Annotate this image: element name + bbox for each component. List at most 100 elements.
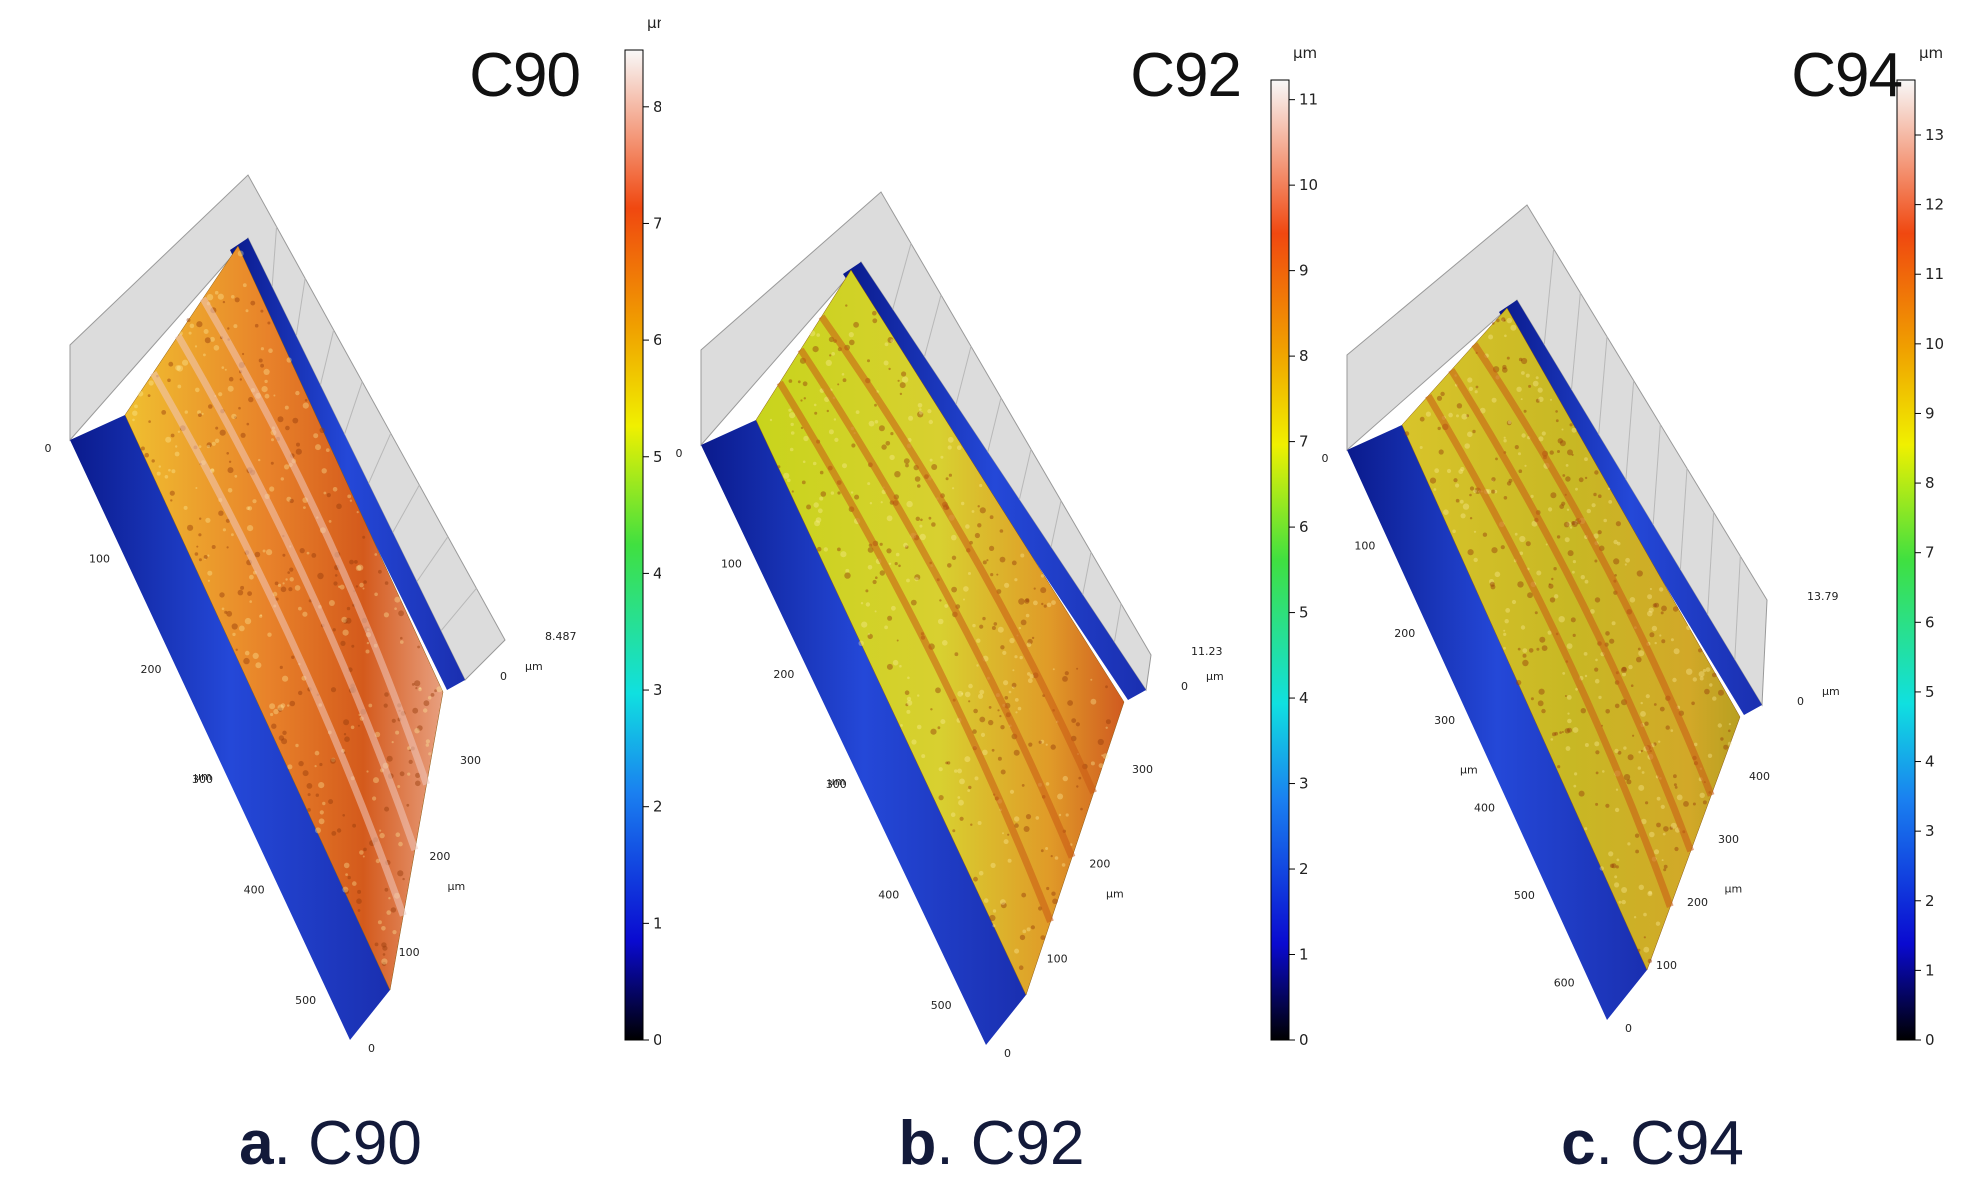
wall-grid-line xyxy=(1707,512,1715,616)
surface-texture-dot xyxy=(218,392,223,397)
surface-texture-dot xyxy=(905,703,909,707)
z-axis-unit: µm xyxy=(1206,670,1224,683)
axis-left-tick: 0 xyxy=(45,442,52,455)
surface-texture-dot xyxy=(881,444,887,450)
surface-texture-dot xyxy=(1599,866,1604,871)
wall-grid-line xyxy=(1018,449,1032,500)
surface-texture-dot xyxy=(373,777,379,784)
wall-grid-line xyxy=(271,226,278,288)
surface-texture-dot xyxy=(238,406,241,410)
surface-texture-dot xyxy=(1017,706,1022,711)
surface-texture-dot xyxy=(1594,470,1599,475)
surface-texture-dot xyxy=(271,438,274,442)
surface-texture-dot xyxy=(254,323,259,328)
surface-texture-dot xyxy=(1707,753,1713,758)
surface-texture-dot xyxy=(1572,633,1576,638)
surface-texture-dot xyxy=(402,877,405,881)
surface-texture-dot xyxy=(1022,929,1027,934)
surface-texture-dot xyxy=(1693,742,1698,747)
surface-texture-dot xyxy=(1572,560,1576,564)
surface-texture-dot xyxy=(221,366,225,369)
surface-texture-dot xyxy=(789,412,796,419)
surface-texture-dot xyxy=(342,886,349,893)
surface-texture-dot xyxy=(1673,783,1677,787)
surface-texture-dot xyxy=(1492,322,1495,325)
surface-texture-dot xyxy=(169,490,175,496)
surface-texture-dot xyxy=(1014,948,1020,954)
surface-texture-dot xyxy=(939,599,942,602)
surface-texture-dot xyxy=(850,491,854,494)
surface-texture-dot xyxy=(381,958,388,965)
surface-texture-dot xyxy=(1501,319,1504,322)
surface-texture-dot xyxy=(343,719,350,726)
surface-texture-dot xyxy=(1591,503,1596,508)
surface-texture-dot xyxy=(867,359,870,363)
surface-texture-dot xyxy=(819,496,824,501)
surface-texture-dot xyxy=(231,413,237,420)
surface-texture-dot xyxy=(783,472,790,479)
surface-texture-dot xyxy=(382,961,387,967)
surface-texture-dot xyxy=(289,700,296,707)
surface-texture-dot xyxy=(1645,801,1649,805)
surface-texture-dot xyxy=(1584,743,1589,747)
surface-texture-dot xyxy=(928,419,933,425)
surface-texture-dot xyxy=(245,309,249,313)
surface-texture-dot xyxy=(954,652,959,657)
wall-grid-line xyxy=(1652,424,1661,526)
surface-texture-dot xyxy=(858,640,864,646)
surface-texture-dot xyxy=(997,626,1004,633)
surface-texture-dot xyxy=(271,723,277,729)
surface-texture-dot xyxy=(874,610,877,613)
surface-texture-dot xyxy=(990,573,994,577)
surface-texture-dot xyxy=(366,641,370,645)
surface-texture-dot xyxy=(1078,776,1082,780)
surface-texture-dot xyxy=(244,617,252,625)
surface-texture-dot xyxy=(907,676,910,680)
surface-texture-dot xyxy=(260,614,263,617)
surface-texture-dot xyxy=(1510,324,1517,331)
surface-texture-dot xyxy=(345,617,352,624)
surface-texture-dot xyxy=(1709,683,1713,687)
axis-left-unit: µm xyxy=(1460,764,1478,777)
surface-texture-dot xyxy=(357,909,361,912)
surface-texture-dot xyxy=(1507,420,1512,425)
surface-texture-dot xyxy=(989,914,996,922)
surface-texture-dot xyxy=(1054,856,1059,860)
surface-texture-dot xyxy=(1698,648,1703,653)
surface-texture-dot xyxy=(379,829,382,832)
surface-texture-dot xyxy=(899,392,903,396)
surface-texture-dot xyxy=(188,331,192,335)
surface-texture-dot xyxy=(1661,859,1664,862)
surface-texture-dot xyxy=(196,545,199,548)
surface-texture-dot xyxy=(992,909,997,913)
surface-texture-dot xyxy=(945,477,949,481)
surface-texture-dot xyxy=(1517,581,1524,588)
surface-texture-dot xyxy=(1503,496,1508,500)
surface-texture-dot xyxy=(363,580,367,584)
surface-texture-dot xyxy=(1503,646,1506,650)
surface-texture-dot xyxy=(336,828,342,833)
wall-grid-line xyxy=(416,536,449,583)
colorbar xyxy=(1270,79,1290,1041)
surface-texture-dot xyxy=(1028,742,1033,747)
surface-texture-dot xyxy=(1502,367,1508,373)
wall-grid-line xyxy=(1113,603,1122,643)
surface-texture-dot xyxy=(1514,532,1518,536)
surface-texture-dot xyxy=(1661,639,1666,644)
surface-texture-dot xyxy=(342,814,346,817)
surface-texture-dot xyxy=(400,636,403,640)
surface-texture-dot xyxy=(182,359,189,366)
surface-texture-dot xyxy=(1686,625,1691,631)
surface-texture-dot xyxy=(177,430,181,433)
surface-texture-dot xyxy=(368,703,373,708)
colorbar-tick-label: 9 xyxy=(1925,404,1935,422)
surface-texture-dot xyxy=(362,587,365,590)
surface-texture-dot xyxy=(1013,749,1020,756)
surface-texture-dot xyxy=(999,529,1004,533)
surface-plot-a: 0100200300400500µm0100200300µm8.4870µmµm… xyxy=(45,14,662,1055)
surface-texture-dot xyxy=(886,663,893,670)
surface-texture-dot xyxy=(883,360,889,366)
surface-texture-dot xyxy=(957,690,964,697)
surface-texture-dot xyxy=(1623,774,1631,781)
surface-ridge xyxy=(175,333,419,852)
